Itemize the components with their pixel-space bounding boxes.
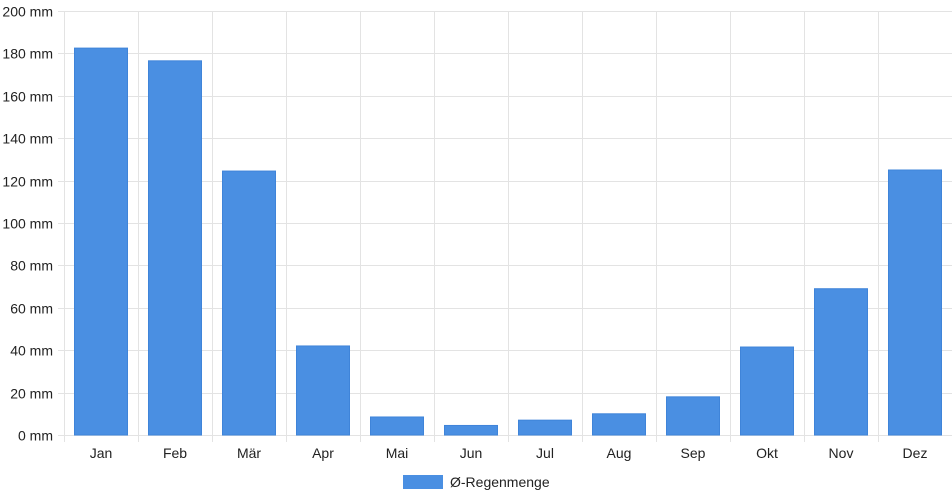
legend-label: Ø-Regenmenge <box>450 474 550 490</box>
x-tick-label: Jul <box>536 445 554 461</box>
bar-feb[interactable] <box>148 60 202 436</box>
x-tick-label: Aug <box>607 445 632 461</box>
bar-dez[interactable] <box>888 169 942 436</box>
bar-jul[interactable] <box>518 419 572 436</box>
y-axis: 0 mm 20 mm 40 mm 60 mm 80 mm 100 mm 120 mm 140 … <box>2 4 53 444</box>
x-tick-label: Sep <box>681 445 706 461</box>
y-tick-label: 200 mm <box>2 4 53 20</box>
y-tick-label: 140 mm <box>2 131 53 147</box>
x-tick-label: Mär <box>237 445 261 461</box>
bar-jan[interactable] <box>74 47 128 436</box>
bar-jun[interactable] <box>444 424 498 436</box>
bar-sep[interactable] <box>666 396 720 436</box>
x-tick-label: Dez <box>903 445 928 461</box>
grid-lines <box>58 11 952 442</box>
x-tick-label: Feb <box>163 445 187 461</box>
legend[interactable]: Ø-Regenmenge <box>403 474 550 490</box>
legend-swatch <box>403 475 443 489</box>
x-tick-label: Okt <box>756 445 778 461</box>
y-tick-label: 80 mm <box>10 258 53 274</box>
y-tick-label: 0 mm <box>18 428 53 444</box>
x-tick-label: Jan <box>90 445 113 461</box>
x-tick-label: Nov <box>829 445 854 461</box>
x-tick-label: Mai <box>386 445 409 461</box>
y-tick-label: 40 mm <box>10 343 53 359</box>
x-tick-label: Apr <box>312 445 334 461</box>
bar-aug[interactable] <box>592 413 646 436</box>
bar-apr[interactable] <box>296 345 350 436</box>
y-tick-label: 180 mm <box>2 46 53 62</box>
bar-series <box>74 47 942 436</box>
x-tick-label: Jun <box>460 445 483 461</box>
y-tick-label: 120 mm <box>2 174 53 190</box>
y-tick-label: 20 mm <box>10 386 53 402</box>
y-tick-label: 160 mm <box>2 89 53 105</box>
bar-nov[interactable] <box>814 288 868 436</box>
x-axis: Jan Feb Mär Apr Mai Jun Jul Aug Sep Okt Nov Dez <box>90 445 928 461</box>
y-tick-label: 100 mm <box>2 216 53 232</box>
bar-mär[interactable] <box>222 170 276 436</box>
y-tick-label: 60 mm <box>10 301 53 317</box>
bar-okt[interactable] <box>740 346 794 436</box>
bar-mai[interactable] <box>370 416 424 436</box>
